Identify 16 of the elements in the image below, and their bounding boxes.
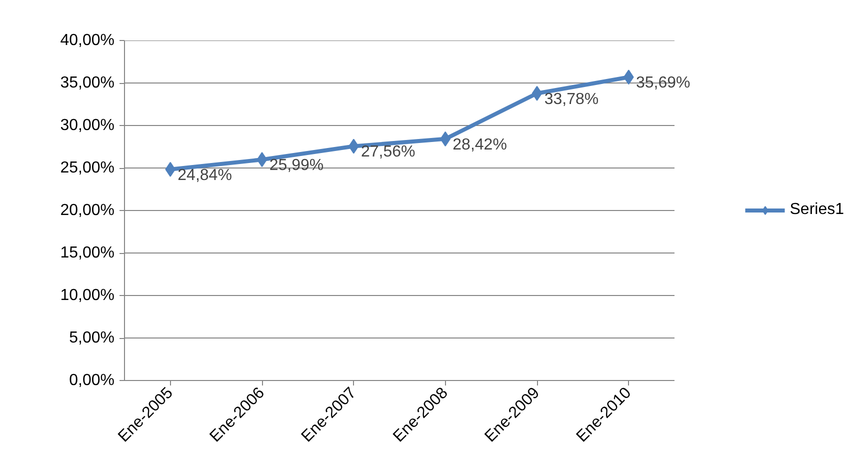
point (256, 152, 268, 168)
y-tick-label: 15,00% (60, 244, 114, 262)
data-label: 27,56% (361, 144, 416, 161)
data-label: 24,84% (178, 166, 232, 184)
y-tick-label: 10,00% (60, 287, 114, 304)
y-tick-label: 30,00% (60, 117, 114, 134)
point (532, 86, 542, 101)
y-tick-label: 0,00% (69, 372, 115, 389)
data-label: 28,42% (452, 136, 507, 154)
legend-label: Series1 (790, 201, 844, 219)
y-tick-label: 20,00% (60, 202, 114, 219)
y-tick-label: 25,00% (60, 160, 114, 176)
data-label: 33,78% (544, 90, 599, 108)
y-tick-label: 35,00% (60, 74, 114, 92)
y-tick-label: 40,00% (60, 32, 114, 49)
y-tick-label: 5,00% (69, 330, 115, 346)
